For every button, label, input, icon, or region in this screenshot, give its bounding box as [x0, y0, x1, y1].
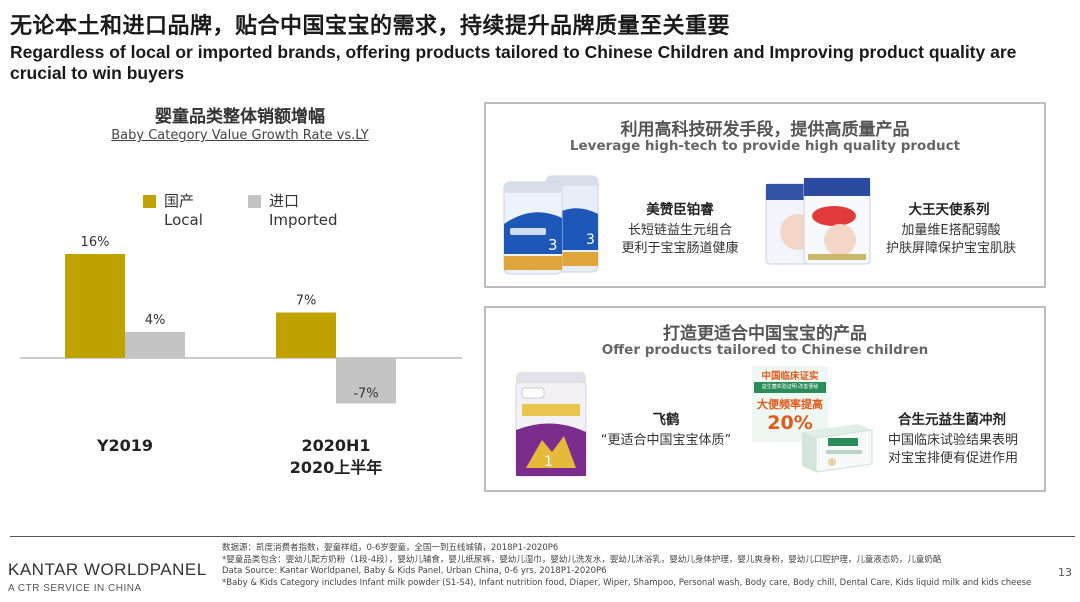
legend-swatch-local: [143, 195, 156, 208]
legend-label-imported-zh: 进口: [269, 192, 300, 210]
biostime-name: 合生元益生菌冲剂: [898, 412, 1006, 428]
legend-label-imported-en: Imported: [269, 211, 338, 229]
bar-1-0: [276, 312, 336, 358]
bar-0-1: [125, 332, 185, 358]
feihe-product-image: 1: [515, 372, 587, 477]
enfinitas-desc-line-2: 更利于宝宝肠道健康: [621, 241, 739, 256]
clinical-badge-subtitle: 益生菌实验证明 改善便秘: [754, 382, 826, 393]
chart-title: 婴童品类整体销额增幅: [155, 107, 325, 127]
data-label-1-1: -7%: [353, 387, 378, 402]
panel-high-tech: 利用高科技研发手段，提供高质量产品 Leverage high-tech to …: [484, 102, 1046, 288]
footnote-category-en: *Baby & Kids Category includes Infant mi…: [222, 577, 1032, 588]
footnote-category-zh: *婴童品类包含：婴幼儿配方奶粉（1段-4段），婴幼儿辅食，婴儿纸尿裤，婴幼儿湿巾…: [222, 554, 942, 565]
panel-high-tech-title: 利用高科技研发手段，提供高质量产品: [620, 120, 910, 140]
page-subtitle: Regardless of local or imported brands, …: [10, 42, 1017, 83]
enfinitas-product-image: 3 3: [503, 175, 599, 275]
goon-desc-line-1: 加量维E搭配弱酸: [901, 223, 1001, 238]
chart-subtitle: Baby Category Value Growth Rate vs.LY: [111, 128, 369, 143]
biostime-desc-line-2: 对宝宝排便有促进作用: [887, 451, 1018, 466]
data-label-0-1: 4%: [145, 313, 166, 328]
clinical-badge-value: 20%: [767, 412, 813, 434]
legend-item-imported: 进口 Imported: [248, 192, 338, 230]
legend-label-local-en: Local: [164, 211, 203, 229]
enfinitas-desc-line-1: 长短链益生元组合: [627, 223, 732, 238]
bar-1-1: [336, 358, 396, 404]
legend-item-local: 国产 Local: [143, 192, 203, 230]
category-label-0: Y2019: [96, 436, 153, 455]
footnote-source-en: Data Source: Kantar Worldpanel, Baby & K…: [222, 566, 607, 577]
page-title: 无论本土和进口品牌，贴合中国宝宝的需求，持续提升品牌质量至关重要: [10, 14, 731, 39]
goon-name: 大王天使系列: [908, 202, 990, 218]
clinical-badge-title: 中国临床证实: [761, 371, 819, 382]
bar-0-0: [65, 254, 125, 358]
goon-desc-line-2: 护肤屏障保护宝宝肌肤: [885, 241, 1016, 256]
legend-label-local-zh: 国产: [164, 192, 195, 210]
svg-text:1: 1: [544, 454, 553, 470]
footnote-source-zh: 数据源：凯度消费者指数，婴童样组，0-6岁婴童，全国一到五线城镇，2018P1-…: [222, 543, 559, 553]
panel-tailored-subtitle: Offer products tailored to Chinese child…: [601, 342, 929, 358]
clinical-badge-metric: 大便频率提高: [757, 398, 823, 411]
clinical-badge: 中国临床证实 益生菌实验证明 改善便秘 大便频率提高 20%: [752, 366, 828, 442]
data-label-1-0: 7%: [296, 294, 317, 309]
category-sublabel-1: 2020上半年: [290, 458, 383, 477]
footer-divider: [10, 536, 1075, 537]
kantar-logo: KANTAR WORLDPANEL: [8, 560, 207, 579]
panel-tailored: 打造更适合中国宝宝的产品 Offer products tailored to …: [484, 306, 1046, 492]
feihe-name: 飞鹤: [652, 412, 680, 428]
goon-diaper-image: [765, 177, 871, 265]
biostime-product-image: [802, 424, 873, 473]
enfinitas-name: 美赞臣铂睿: [646, 202, 714, 218]
svg-text:3: 3: [586, 232, 595, 248]
svg-text:3: 3: [548, 236, 558, 254]
bar-chart: 16% 4% Y2019 7% -7% 2020H1 2020上半年: [20, 235, 462, 477]
footnotes: 数据源：凯度消费者指数，婴童样组，0-6岁婴童，全国一到五线城镇，2018P1-…: [222, 543, 1052, 589]
legend-swatch-imported: [248, 195, 261, 208]
biostime-desc-line-1: 中国临床试验结果表明: [887, 433, 1018, 448]
panel-tailored-title: 打造更适合中国宝宝的产品: [663, 324, 867, 344]
page-number: 13: [1058, 566, 1072, 579]
panel-high-tech-subtitle: Leverage high-tech to provide high quali…: [569, 138, 961, 154]
kantar-logo-subtitle: A CTR SERVICE IN CHINA: [8, 583, 142, 594]
feihe-desc: “更适合中国宝宝体质”: [600, 433, 732, 448]
category-label-1: 2020H1: [301, 436, 370, 455]
data-label-0-0: 16%: [81, 235, 110, 250]
